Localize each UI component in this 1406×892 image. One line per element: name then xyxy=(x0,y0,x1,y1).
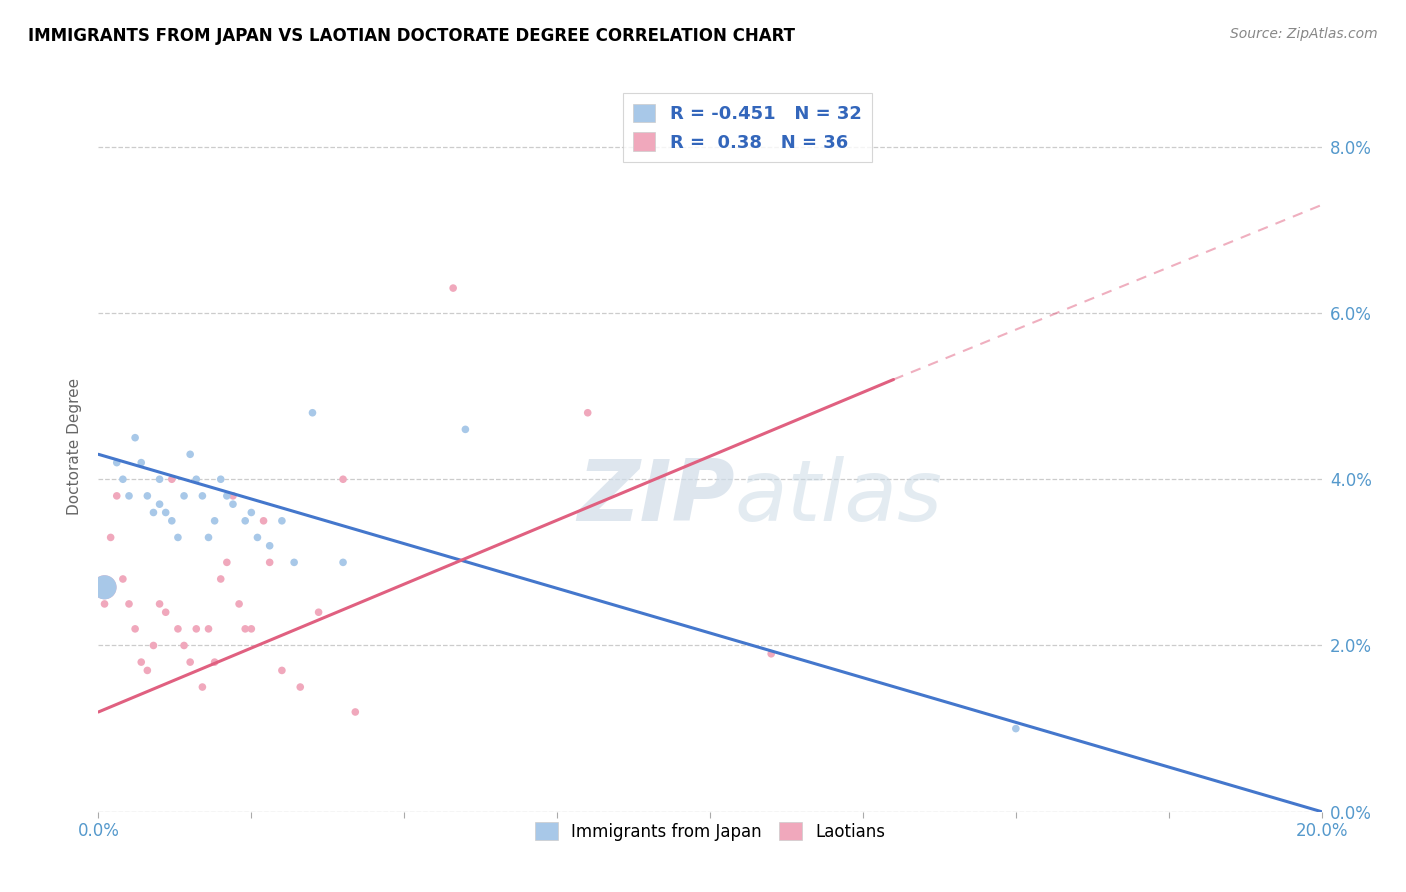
Point xyxy=(233,514,256,528)
Point xyxy=(344,705,367,719)
Point xyxy=(149,497,172,511)
Point xyxy=(228,597,250,611)
Point xyxy=(167,530,190,544)
Point xyxy=(173,489,195,503)
Point xyxy=(136,489,159,503)
Point xyxy=(129,456,152,470)
Point xyxy=(283,555,305,569)
Point xyxy=(259,539,281,553)
Point xyxy=(240,622,263,636)
Point xyxy=(233,622,256,636)
Point xyxy=(222,497,245,511)
Point xyxy=(160,514,183,528)
Point xyxy=(105,456,128,470)
Point xyxy=(93,580,115,594)
Point xyxy=(105,489,128,503)
Point xyxy=(142,506,165,520)
Point xyxy=(209,472,232,486)
Point xyxy=(167,622,190,636)
Point xyxy=(142,639,165,653)
Point xyxy=(160,472,183,486)
Point xyxy=(191,680,214,694)
Point xyxy=(179,447,201,461)
Point xyxy=(246,530,269,544)
Point xyxy=(93,580,115,594)
Point xyxy=(118,597,141,611)
Point xyxy=(136,664,159,678)
Text: atlas: atlas xyxy=(734,456,942,539)
Point xyxy=(270,514,292,528)
Point xyxy=(759,647,782,661)
Text: Source: ZipAtlas.com: Source: ZipAtlas.com xyxy=(1230,27,1378,41)
Point xyxy=(124,622,146,636)
Point xyxy=(332,472,354,486)
Point xyxy=(186,472,208,486)
Point xyxy=(191,489,214,503)
Point xyxy=(173,639,195,653)
Text: IMMIGRANTS FROM JAPAN VS LAOTIAN DOCTORATE DEGREE CORRELATION CHART: IMMIGRANTS FROM JAPAN VS LAOTIAN DOCTORA… xyxy=(28,27,796,45)
Point xyxy=(111,572,134,586)
Point xyxy=(1004,722,1026,736)
Point xyxy=(290,680,312,694)
Point xyxy=(252,514,274,528)
Point xyxy=(186,622,208,636)
Point xyxy=(118,489,141,503)
Point xyxy=(209,572,232,586)
Point xyxy=(149,472,172,486)
Point xyxy=(93,597,115,611)
Point xyxy=(179,655,201,669)
Point xyxy=(100,530,122,544)
Point xyxy=(215,555,238,569)
Point xyxy=(270,664,292,678)
Y-axis label: Doctorate Degree: Doctorate Degree xyxy=(67,377,83,515)
Text: ZIP: ZIP xyxy=(576,456,734,539)
Point xyxy=(222,489,245,503)
Point xyxy=(240,506,263,520)
Point xyxy=(149,597,172,611)
Point xyxy=(155,605,177,619)
Point xyxy=(441,281,464,295)
Point xyxy=(124,431,146,445)
Legend: Immigrants from Japan, Laotians: Immigrants from Japan, Laotians xyxy=(529,816,891,847)
Point xyxy=(215,489,238,503)
Point xyxy=(197,530,219,544)
Point xyxy=(576,406,599,420)
Point xyxy=(308,605,330,619)
Point xyxy=(129,655,152,669)
Point xyxy=(332,555,354,569)
Point xyxy=(197,622,219,636)
Point xyxy=(111,472,134,486)
Point xyxy=(204,655,226,669)
Point xyxy=(454,422,477,436)
Point xyxy=(301,406,323,420)
Point xyxy=(155,506,177,520)
Point xyxy=(259,555,281,569)
Point xyxy=(204,514,226,528)
